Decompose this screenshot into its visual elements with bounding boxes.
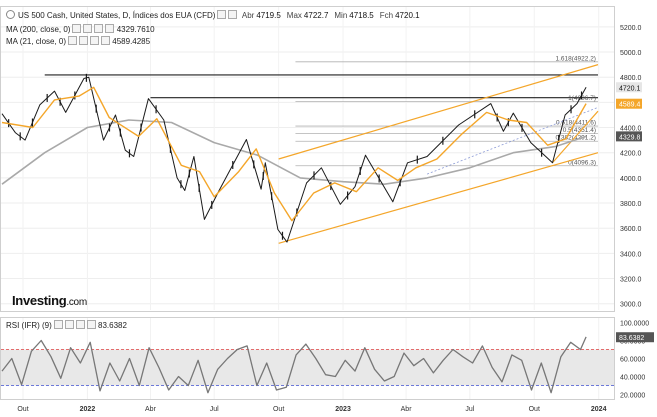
ma21-settings-icon[interactable] — [79, 36, 89, 45]
logo-suffix: .com — [66, 297, 87, 308]
price-header: US 500 Cash, United States, D, Índices d… — [6, 10, 426, 21]
rsi-value-tag — [616, 332, 654, 343]
fib-level-label: 0.382(4291.2) — [556, 135, 596, 142]
ma21-close-icon[interactable] — [90, 36, 100, 45]
price-y-tick-label: 5200.0 — [620, 25, 642, 32]
price-y-tick-label: 4200.0 — [620, 151, 642, 158]
price-panel-frame — [0, 6, 615, 312]
close-icon[interactable] — [228, 10, 238, 19]
x-tick-label: Abr — [145, 406, 157, 413]
rsi-visibility-icon[interactable] — [53, 320, 63, 329]
channel-line — [278, 64, 599, 160]
ma200-more-icon[interactable] — [105, 24, 115, 33]
price-y-tick-label: 4000.0 — [620, 176, 642, 183]
price-y-tick-label: 3800.0 — [620, 201, 642, 208]
ma21-header: MA (21, close, 0) 4589.4285 — [6, 36, 150, 47]
ma21-visibility-icon[interactable] — [68, 36, 78, 45]
price-y-tick-label: 3600.0 — [620, 226, 642, 233]
rsi-y-tick-label: 60.0000 — [620, 357, 645, 364]
ma21-value: 4589.4285 — [112, 37, 151, 46]
channel-line — [552, 110, 599, 164]
investing-logo: Investing.com — [12, 293, 87, 308]
rsi-settings-icon[interactable] — [64, 320, 74, 329]
rsi-line — [1, 336, 587, 394]
ma21-more-icon[interactable] — [101, 36, 111, 45]
settings-icon[interactable] — [217, 10, 227, 19]
ma200-line — [1, 119, 587, 185]
high-label: Max — [286, 11, 302, 20]
fib-level-label: 0(4096.3) — [568, 159, 596, 166]
x-tick-label: Out — [17, 406, 28, 413]
x-tick-label: Out — [273, 406, 284, 413]
rsi-more-icon[interactable] — [86, 320, 96, 329]
x-tick-label: Jul — [210, 406, 219, 413]
price-value-tag-label: 4720.1 — [619, 85, 641, 92]
x-tick-label: 2022 — [80, 406, 96, 413]
fib-level-label: 0.5(4351.4) — [563, 127, 596, 134]
ma200-label: MA (200, close, 0) — [6, 25, 71, 34]
logo-brand: Investing — [12, 293, 67, 308]
price-value-tag — [616, 98, 642, 109]
rsi-header: RSI (IFR) (9) 83.6382 — [6, 320, 127, 331]
ma200-header: MA (200, close, 0) 4329.7610 — [6, 24, 155, 35]
fib-level-label: 0.618(4411.6) — [556, 120, 596, 127]
ma21-line — [1, 86, 587, 222]
price-y-tick-label: 3400.0 — [620, 251, 642, 258]
open-value: 4719.5 — [256, 11, 281, 20]
rsi-close-icon[interactable] — [75, 320, 85, 329]
rsi-y-tick-label: 20.0000 — [620, 393, 645, 400]
visibility-toggle-icon[interactable] — [6, 10, 15, 19]
price-line — [1, 76, 587, 243]
rsi-y-tick-label: 100.0000 — [620, 321, 649, 328]
price-y-tick-label: 3000.0 — [620, 302, 642, 309]
x-tick-label: Out — [529, 406, 540, 413]
price-y-tick-label: 3200.0 — [620, 277, 642, 284]
x-tick-label: 2023 — [335, 406, 351, 413]
channel-midline — [426, 107, 599, 175]
ma21-label: MA (21, close, 0) — [6, 37, 67, 46]
price-y-tick-label: 4400.0 — [620, 126, 642, 133]
price-y-tick-label: 4800.0 — [620, 75, 642, 82]
price-value-tag-label: 4589.4 — [619, 102, 641, 109]
low-label: Min — [334, 11, 348, 20]
rsi-value-tag-label: 83.6382 — [619, 335, 644, 342]
ma200-value: 4329.7610 — [116, 25, 155, 34]
rsi-value: 83.6382 — [98, 321, 127, 330]
fib-level-label: 1.618(4922.2) — [556, 55, 596, 62]
channel-line — [278, 152, 599, 244]
price-y-tick-label: 5000.0 — [620, 50, 642, 57]
close-label: Fch — [379, 11, 394, 20]
close-value: 4720.1 — [395, 11, 420, 20]
x-tick-label: Abr — [401, 406, 413, 413]
chart-title: US 500 Cash, United States, D, Índices d… — [18, 11, 216, 20]
x-tick-label: 2024 — [591, 406, 607, 413]
rsi-y-tick-label: 40.0000 — [620, 375, 645, 382]
ma200-close-icon[interactable] — [94, 24, 104, 33]
price-value-tag — [616, 131, 642, 142]
ma200-visibility-icon[interactable] — [72, 24, 82, 33]
ma200-settings-icon[interactable] — [83, 24, 93, 33]
open-label: Abr — [241, 11, 255, 20]
high-value: 4722.7 — [303, 11, 329, 20]
x-tick-label: Jul — [465, 406, 474, 413]
low-value: 4718.5 — [349, 11, 374, 20]
price-value-tag-label: 4329.8 — [619, 134, 641, 141]
price-value-tag — [616, 82, 642, 93]
rsi-label: RSI (IFR) (9) — [6, 321, 52, 330]
